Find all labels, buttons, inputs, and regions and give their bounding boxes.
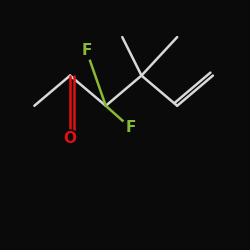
Text: F: F bbox=[81, 43, 92, 58]
Circle shape bbox=[122, 119, 139, 136]
Circle shape bbox=[61, 130, 79, 148]
Text: F: F bbox=[125, 120, 136, 135]
Circle shape bbox=[78, 42, 95, 60]
Text: O: O bbox=[64, 131, 76, 146]
